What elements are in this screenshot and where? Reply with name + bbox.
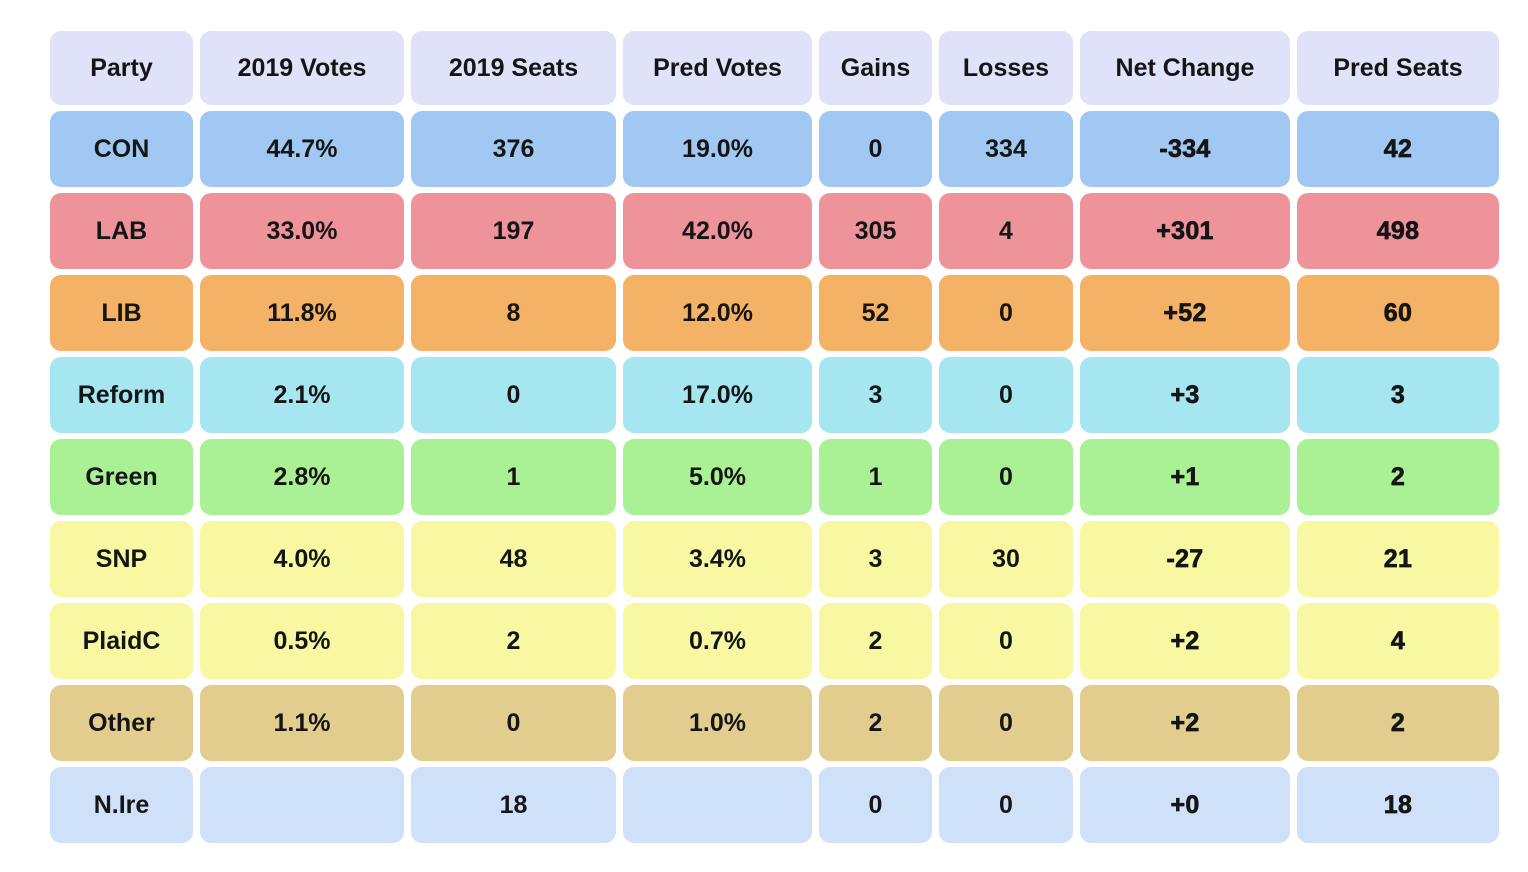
header-cell-net-change: Net Change	[1080, 31, 1290, 105]
cell-con-net-change: -334	[1080, 111, 1290, 187]
cell-lib-gains: 52	[819, 275, 932, 351]
cell-snp-2019-votes: 4.0%	[200, 521, 404, 597]
cell-other-2019-seats: 0	[411, 685, 616, 761]
cell-lab-2019-seats: 197	[411, 193, 616, 269]
cell-nire-2019-seats: 18	[411, 767, 616, 843]
cell-nire-2019-votes	[200, 767, 404, 843]
cell-lab-2019-votes: 33.0%	[200, 193, 404, 269]
cell-lab-pred-votes: 42.0%	[623, 193, 812, 269]
cell-nire-gains: 0	[819, 767, 932, 843]
cell-plaidc-2019-votes: 0.5%	[200, 603, 404, 679]
cell-lib-2019-seats: 8	[411, 275, 616, 351]
cell-reform-party: Reform	[50, 357, 193, 433]
cell-reform-gains: 3	[819, 357, 932, 433]
cell-nire-pred-votes	[623, 767, 812, 843]
cell-con-2019-seats: 376	[411, 111, 616, 187]
cell-other-2019-votes: 1.1%	[200, 685, 404, 761]
header-cell-pred-votes: Pred Votes	[623, 31, 812, 105]
cell-snp-party: SNP	[50, 521, 193, 597]
cell-other-party: Other	[50, 685, 193, 761]
cell-other-pred-votes: 1.0%	[623, 685, 812, 761]
cell-plaidc-pred-votes: 0.7%	[623, 603, 812, 679]
cell-con-gains: 0	[819, 111, 932, 187]
cell-lab-losses: 4	[939, 193, 1073, 269]
cell-green-gains: 1	[819, 439, 932, 515]
cell-lib-party: LIB	[50, 275, 193, 351]
cell-green-pred-votes: 5.0%	[623, 439, 812, 515]
cell-reform-pred-seats: 3	[1297, 357, 1499, 433]
cell-lib-pred-seats: 60	[1297, 275, 1499, 351]
cell-other-pred-seats: 2	[1297, 685, 1499, 761]
cell-green-pred-seats: 2	[1297, 439, 1499, 515]
cell-snp-2019-seats: 48	[411, 521, 616, 597]
cell-plaidc-2019-seats: 2	[411, 603, 616, 679]
cell-green-net-change: +1	[1080, 439, 1290, 515]
cell-green-losses: 0	[939, 439, 1073, 515]
cell-snp-gains: 3	[819, 521, 932, 597]
cell-plaidc-gains: 2	[819, 603, 932, 679]
cell-con-pred-votes: 19.0%	[623, 111, 812, 187]
header-cell-pred-seats: Pred Seats	[1297, 31, 1499, 105]
cell-other-net-change: +2	[1080, 685, 1290, 761]
cell-nire-pred-seats: 18	[1297, 767, 1499, 843]
cell-lib-2019-votes: 11.8%	[200, 275, 404, 351]
header-cell-party: Party	[50, 31, 193, 105]
cell-green-2019-votes: 2.8%	[200, 439, 404, 515]
cell-reform-net-change: +3	[1080, 357, 1290, 433]
cell-lib-pred-votes: 12.0%	[623, 275, 812, 351]
cell-snp-net-change: -27	[1080, 521, 1290, 597]
cell-lab-party: LAB	[50, 193, 193, 269]
election-prediction-table: Party 2019 Votes 2019 Seats Pred Votes Gains…	[50, 31, 1499, 843]
cell-other-losses: 0	[939, 685, 1073, 761]
cell-snp-losses: 30	[939, 521, 1073, 597]
cell-nire-party: N.Ire	[50, 767, 193, 843]
cell-green-2019-seats: 1	[411, 439, 616, 515]
cell-con-2019-votes: 44.7%	[200, 111, 404, 187]
cell-con-pred-seats: 42	[1297, 111, 1499, 187]
cell-reform-pred-votes: 17.0%	[623, 357, 812, 433]
cell-snp-pred-seats: 21	[1297, 521, 1499, 597]
cell-reform-2019-votes: 2.1%	[200, 357, 404, 433]
cell-lab-net-change: +301	[1080, 193, 1290, 269]
cell-nire-net-change: +0	[1080, 767, 1290, 843]
cell-other-gains: 2	[819, 685, 932, 761]
header-cell-2019-votes: 2019 Votes	[200, 31, 404, 105]
cell-lib-net-change: +52	[1080, 275, 1290, 351]
cell-nire-losses: 0	[939, 767, 1073, 843]
cell-green-party: Green	[50, 439, 193, 515]
cell-reform-2019-seats: 0	[411, 357, 616, 433]
header-cell-gains: Gains	[819, 31, 932, 105]
cell-con-party: CON	[50, 111, 193, 187]
cell-reform-losses: 0	[939, 357, 1073, 433]
cell-lab-gains: 305	[819, 193, 932, 269]
cell-plaidc-net-change: +2	[1080, 603, 1290, 679]
cell-plaidc-party: PlaidC	[50, 603, 193, 679]
cell-con-losses: 334	[939, 111, 1073, 187]
header-cell-2019-seats: 2019 Seats	[411, 31, 616, 105]
cell-snp-pred-votes: 3.4%	[623, 521, 812, 597]
header-cell-losses: Losses	[939, 31, 1073, 105]
cell-lib-losses: 0	[939, 275, 1073, 351]
cell-plaidc-pred-seats: 4	[1297, 603, 1499, 679]
cell-plaidc-losses: 0	[939, 603, 1073, 679]
cell-lab-pred-seats: 498	[1297, 193, 1499, 269]
